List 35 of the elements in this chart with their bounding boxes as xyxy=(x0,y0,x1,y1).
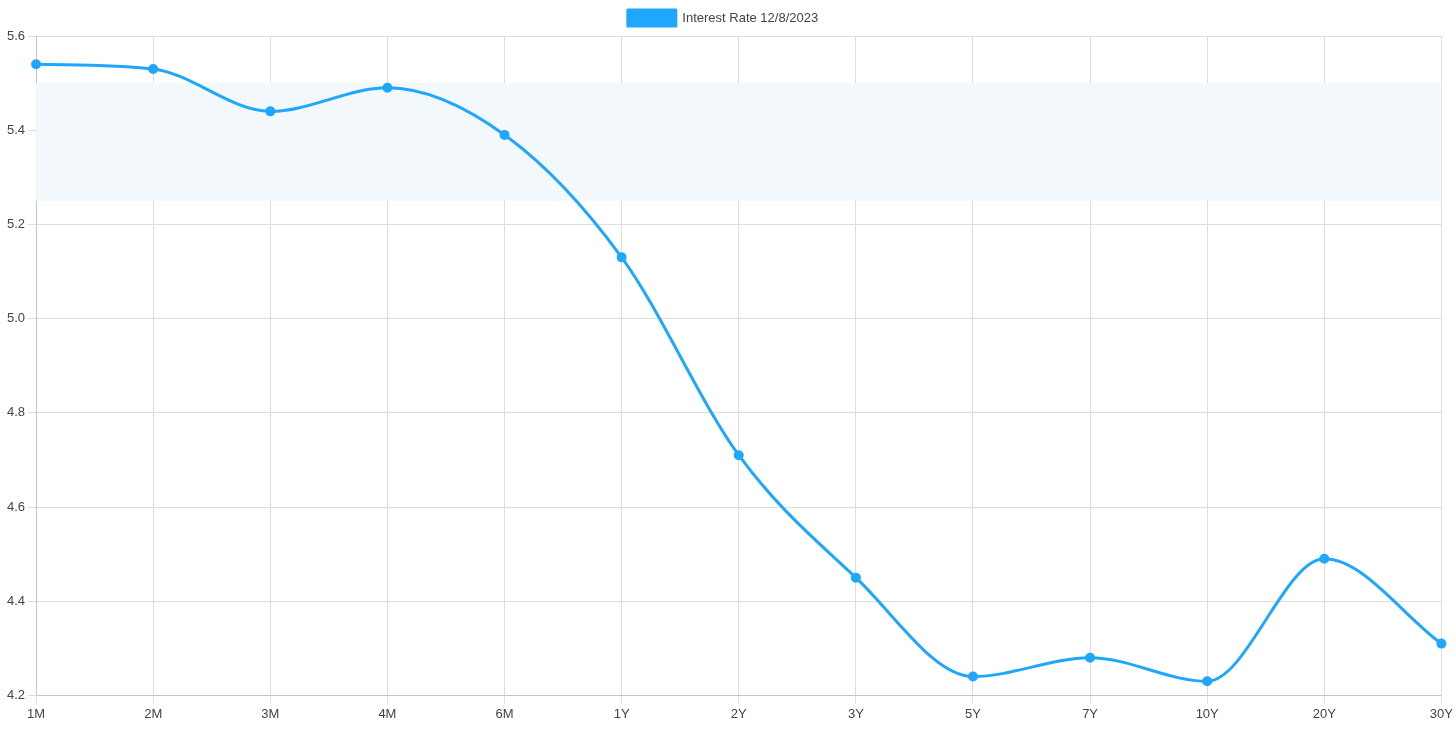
x-tick-label: 20Y xyxy=(1312,705,1337,721)
y-tick-label: 4.2 xyxy=(6,686,26,702)
point xyxy=(499,129,510,140)
x-tick-label: 3M xyxy=(261,705,280,721)
point xyxy=(382,82,393,93)
x-tick-label: 5Y xyxy=(965,705,982,721)
point xyxy=(1436,638,1447,649)
y-tick-label: 4.4 xyxy=(6,592,26,608)
x-tick-label: 6M xyxy=(495,705,514,721)
x-tick-label: 2Y xyxy=(730,705,748,721)
legend-label: Interest Rate 12/8/2023 xyxy=(682,9,819,25)
y-tick-label: 5.2 xyxy=(6,215,26,231)
point xyxy=(850,572,861,583)
point xyxy=(733,450,744,461)
x-tick-label: 30Y xyxy=(1429,705,1454,721)
point xyxy=(148,63,159,74)
point xyxy=(1319,553,1330,564)
point xyxy=(616,252,627,263)
x-tick-label: 2M xyxy=(144,705,163,721)
point xyxy=(967,671,978,682)
y-tick-label: 4.6 xyxy=(6,498,26,514)
x-tick-label: 3Y xyxy=(847,705,865,721)
point xyxy=(1202,676,1213,687)
x-tick-label: 1Y xyxy=(613,705,630,721)
x-tick-label: 10Y xyxy=(1195,705,1220,721)
x-tick-label: 7Y xyxy=(1082,705,1099,721)
y-tick-label: 5.0 xyxy=(6,310,26,326)
x-tick-label: 4M xyxy=(378,705,397,721)
point xyxy=(1085,652,1096,663)
point xyxy=(265,106,276,117)
y-tick-label: 5.6 xyxy=(6,27,26,43)
x-tick-label: 1M xyxy=(27,705,46,721)
y-tick-label: 4.8 xyxy=(6,404,26,420)
point xyxy=(31,59,42,70)
y-tick-label: 5.4 xyxy=(6,121,26,137)
